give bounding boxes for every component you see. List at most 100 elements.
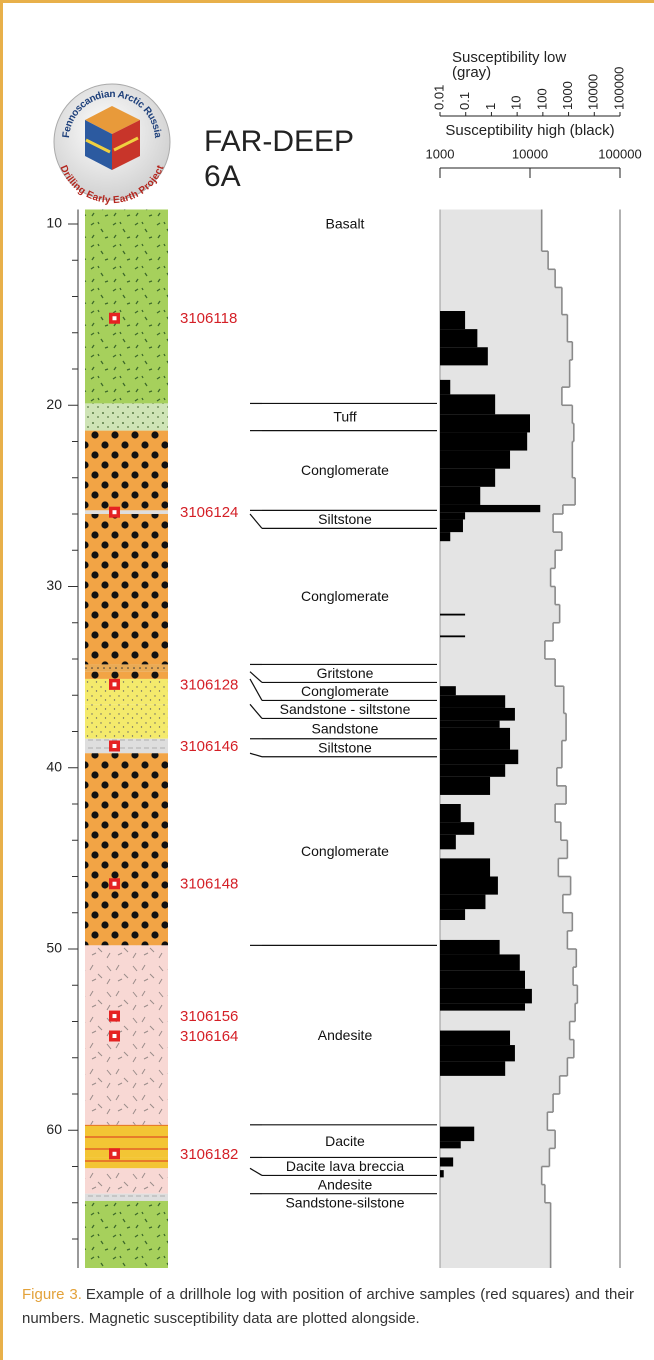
susceptibility-high-bar — [440, 695, 505, 708]
lithology-label: Basalt — [326, 216, 365, 232]
lithology-label: Conglomerate — [301, 843, 389, 859]
sample-label: 3106124 — [180, 504, 238, 521]
lithology-interval — [85, 753, 168, 945]
sample-marker-inner — [113, 744, 117, 748]
susceptibility-high-bar — [440, 1127, 474, 1142]
susceptibility-high-bar — [440, 635, 465, 637]
lithology-leader — [250, 1168, 262, 1175]
lithology-interval — [85, 672, 168, 679]
sample-marker-inner — [113, 1014, 117, 1018]
figure: Fennoscandian Arctic Russia Drilling Ear… — [0, 0, 654, 1280]
lithology-leader — [250, 514, 262, 528]
lithology-label: Andesite — [318, 1176, 373, 1192]
scale-low-tick-label: 100000 — [611, 67, 626, 110]
subtitle: 6A — [204, 160, 241, 193]
page: Fennoscandian Arctic Russia Drilling Ear… — [0, 0, 654, 1360]
lithology-label: Andesite — [318, 1027, 373, 1043]
lithology-interval — [85, 210, 168, 404]
susceptibility-high-bar — [440, 1157, 453, 1166]
scale-high-tick-label: 1000 — [426, 146, 455, 161]
caption: Figure 3.Example of a drillhole log with… — [22, 1283, 634, 1331]
susceptibility-high-bar — [440, 1003, 525, 1010]
scale-high-tick-label: 100000 — [598, 146, 641, 161]
susceptibility-high-bar — [440, 414, 530, 432]
susceptibility-high-bar — [440, 822, 474, 835]
lithology-label: Conglomerate — [301, 462, 389, 478]
scale-low-tick-label: 10 — [509, 96, 524, 110]
lithology-interval — [85, 1125, 168, 1158]
sample-marker-inner — [113, 682, 117, 686]
susceptibility-high-bar — [440, 721, 500, 728]
lithology-label: Sandstone — [312, 720, 379, 736]
sample-label: 3106146 — [180, 738, 238, 755]
susceptibility-high-bar — [440, 432, 527, 450]
sample-label: 3106182 — [180, 1146, 238, 1163]
lithology-interval — [85, 704, 168, 738]
scale-high-title: Susceptibility high (black) — [445, 122, 614, 139]
lithology-interval — [85, 1168, 168, 1193]
depth-tick-label: 60 — [46, 1121, 62, 1137]
susceptibility-high-bar — [440, 451, 510, 469]
scale-low-tick-label: 10000 — [586, 74, 601, 110]
susceptibility-high-bar — [440, 329, 477, 347]
lithology-label: Dacite — [325, 1133, 365, 1149]
lithology-leader — [250, 704, 262, 718]
sample-marker-inner — [113, 1152, 117, 1156]
depth-tick-label: 20 — [46, 396, 62, 412]
susceptibility-high-bar — [440, 954, 520, 970]
susceptibility-high-bar — [440, 519, 463, 532]
susceptibility-high-bar — [440, 909, 465, 920]
scale-low-title: (gray) — [452, 64, 491, 81]
susceptibility-high-bar — [440, 1141, 461, 1148]
sample-marker-inner — [113, 510, 117, 514]
caption-label: Figure 3. — [22, 1286, 82, 1303]
susceptibility-high-bar — [440, 777, 490, 795]
lithology-leader — [250, 672, 262, 683]
susceptibility-high-bar — [440, 728, 510, 750]
sample-label: 3106148 — [180, 876, 238, 893]
depth-tick-label: 10 — [46, 215, 62, 231]
lithology-interval — [85, 403, 168, 430]
susceptibility-high-bar — [440, 394, 495, 414]
sample-label: 3106156 — [180, 1008, 238, 1025]
lithology-label: Conglomerate — [301, 588, 389, 604]
susceptibility-high-bar — [440, 487, 480, 505]
susceptibility-high-bar — [440, 877, 498, 895]
susceptibility-high-bar — [440, 989, 532, 1004]
lithology-label: Sandstone-silstone — [285, 1194, 404, 1210]
susceptibility-high-bar — [440, 532, 450, 541]
scale-low-tick-label: 100 — [534, 88, 549, 110]
lithology-label: Gritstone — [317, 665, 374, 681]
susceptibility-high-bar — [440, 895, 485, 910]
sample-label: 3106128 — [180, 676, 238, 693]
scale-low-tick-label: 0.01 — [431, 85, 446, 110]
susceptibility-high-bar — [440, 512, 465, 519]
sample-marker-inner — [113, 316, 117, 320]
title: FAR-DEEP — [204, 125, 354, 158]
lithology-interval — [85, 1201, 168, 1268]
depth-tick-label: 40 — [46, 758, 62, 774]
susceptibility-high-bar — [440, 971, 525, 989]
lithology-leader — [250, 753, 262, 757]
depth-tick-label: 30 — [46, 577, 62, 593]
susceptibility-high-bar — [440, 347, 488, 365]
depth-tick-label: 50 — [46, 940, 62, 956]
susceptibility-high-bar — [440, 708, 515, 721]
sample-label: 3106164 — [180, 1028, 238, 1045]
susceptibility-high-bar — [440, 469, 495, 487]
susceptibility-high-bar — [440, 380, 450, 395]
scale-high-tick-label: 10000 — [512, 146, 548, 161]
susceptibility-high-bar — [440, 750, 518, 765]
lithology-interval — [85, 945, 168, 1124]
lithology-label: Tuff — [333, 409, 356, 425]
susceptibility-high-bar — [440, 1045, 515, 1061]
lithology-interval — [85, 739, 168, 754]
susceptibility-high-bar — [440, 686, 456, 695]
sample-marker-inner — [113, 882, 117, 886]
sample-label: 3106118 — [180, 310, 237, 327]
lithology-interval — [85, 431, 168, 511]
susceptibility-high-bar — [440, 505, 540, 512]
scale-low-tick-label: 1 — [483, 103, 498, 110]
lithology-interval — [85, 514, 168, 664]
caption-text: Example of a drillhole log with position… — [22, 1286, 634, 1327]
